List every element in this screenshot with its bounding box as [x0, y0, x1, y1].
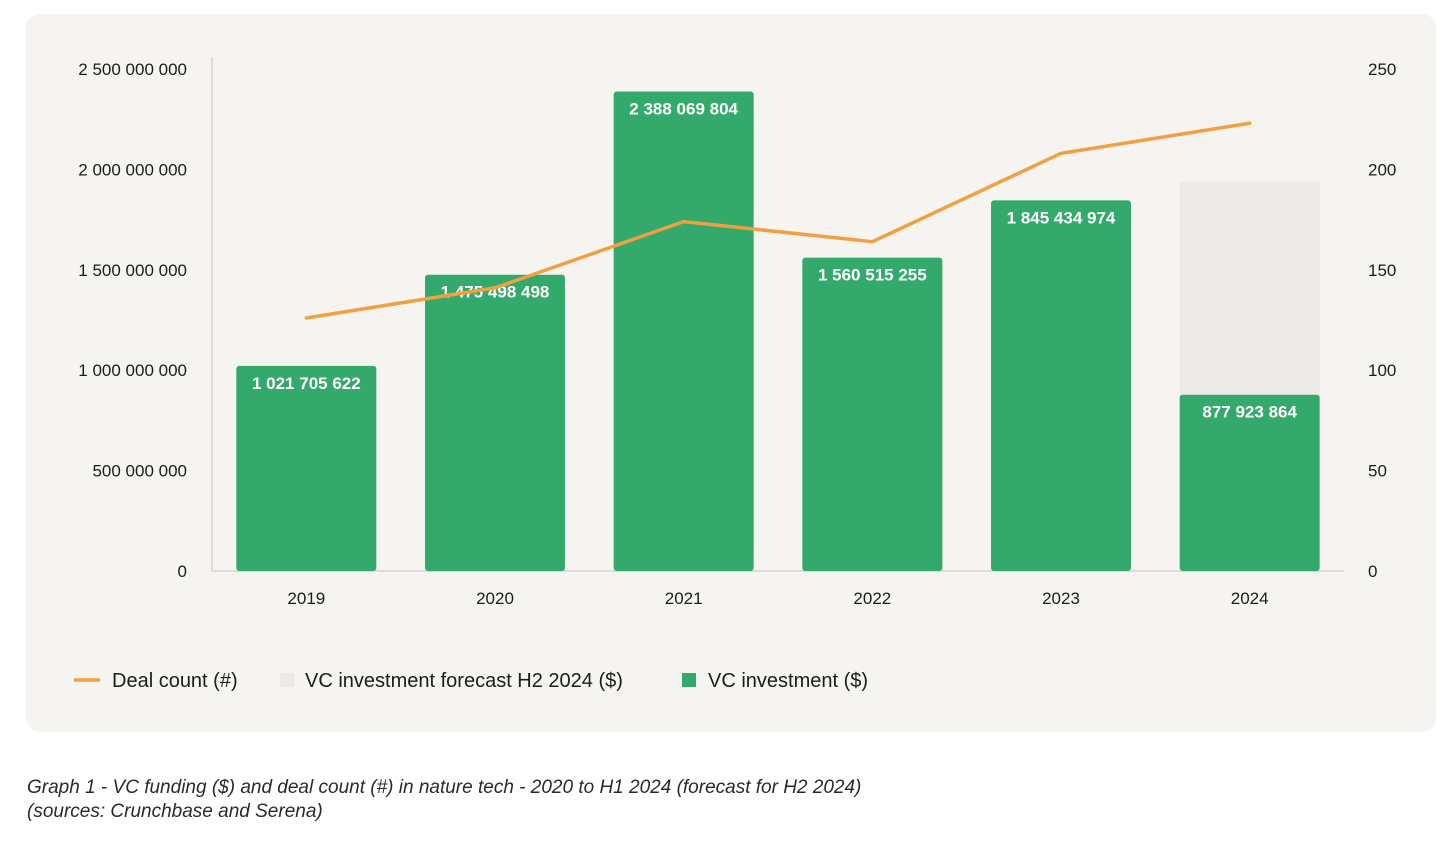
x-tick-label: 2023	[1042, 589, 1080, 608]
investment-bar	[425, 274, 565, 571]
x-axis: 2019 2020 2021 2022 2023 2024	[287, 589, 1268, 608]
deal-count-point	[682, 220, 686, 224]
investment-bar	[802, 257, 943, 571]
right-tick-label: 250	[1368, 60, 1396, 79]
bar-value-label: 2 388 069 804	[629, 99, 738, 118]
x-tick-label: 2020	[476, 589, 514, 608]
bar-value-label: 1 021 705 622	[252, 374, 361, 393]
caption-line-1: Graph 1 - VC funding ($) and deal count …	[27, 777, 862, 798]
left-tick-label: 0	[178, 562, 187, 581]
bar-value-label: 1 475 498 498	[441, 283, 550, 302]
deal-count-point	[870, 240, 874, 244]
left-tick-label: 1 000 000 000	[78, 361, 187, 380]
left-tick-label: 500 000 000	[92, 462, 187, 481]
bar-value-label: 877 923 864	[1202, 403, 1297, 422]
left-tick-label: 1 500 000 000	[78, 261, 187, 280]
investment-bar	[991, 200, 1131, 572]
right-tick-label: 100	[1368, 361, 1396, 380]
legend-investment: VC investment ($)	[708, 670, 868, 692]
deal-count-point	[1248, 121, 1252, 125]
legend-forecast: VC investment forecast H2 2024 ($)	[305, 670, 623, 692]
caption-line-2: (sources: Crunchbase and Serena)	[27, 801, 323, 822]
legend: Deal count (#) VC investment forecast H2…	[74, 670, 868, 692]
investment-bars: 1 021 705 622 1 475 498 498 2 388 069 804 1…	[236, 91, 1320, 572]
x-tick-label: 2019	[287, 589, 325, 608]
deal-count-point	[1059, 151, 1063, 155]
left-tick-label: 2 000 000 000	[78, 160, 187, 179]
figure-caption: Graph 1 - VC funding ($) and deal count …	[27, 776, 1227, 824]
legend-forecast-swatch	[280, 673, 294, 687]
x-tick-label: 2021	[665, 589, 703, 608]
deal-count-point	[304, 316, 308, 320]
deal-count-point	[493, 286, 497, 290]
investment-bar	[236, 365, 377, 571]
bar-value-label: 1 560 515 255	[818, 266, 927, 285]
right-tick-label: 200	[1368, 160, 1396, 179]
investment-bar	[1179, 394, 1320, 571]
right-axis: 0 50 100 150 200 250	[1368, 60, 1396, 581]
deal-count-series	[304, 121, 1252, 320]
bar-value-label: 1 845 434 974	[1007, 208, 1116, 227]
x-tick-label: 2022	[853, 589, 891, 608]
left-tick-label: 2 500 000 000	[78, 60, 187, 79]
combo-chart: 0 500 000 000 1 000 000 000 1 500 000 000 2 …	[74, 57, 1396, 692]
right-tick-label: 0	[1368, 562, 1377, 581]
legend-investment-swatch	[682, 673, 696, 687]
legend-deal-count: Deal count (#)	[112, 670, 238, 692]
right-tick-label: 150	[1368, 261, 1396, 280]
left-axis: 0 500 000 000 1 000 000 000 1 500 000 000 2 …	[78, 60, 187, 581]
investment-bar	[613, 91, 754, 571]
right-tick-label: 50	[1368, 462, 1387, 481]
x-tick-label: 2024	[1231, 589, 1269, 608]
deal-count-line	[304, 121, 1252, 320]
